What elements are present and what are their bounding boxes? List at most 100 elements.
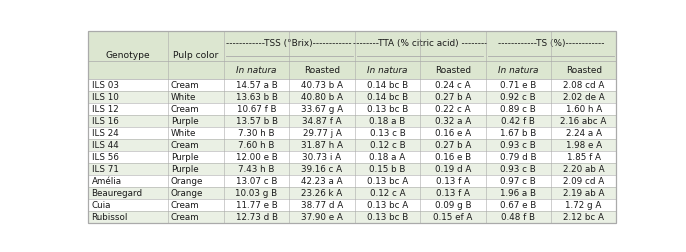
Text: In natura: In natura bbox=[498, 66, 539, 75]
Text: 0.27 b A: 0.27 b A bbox=[435, 141, 471, 150]
Text: 0.18 a B: 0.18 a B bbox=[369, 117, 405, 126]
Text: 12.00 e B: 12.00 e B bbox=[236, 153, 277, 162]
Text: ------------TSS (°Brix)------------: ------------TSS (°Brix)------------ bbox=[226, 39, 352, 48]
Text: 0.24 c A: 0.24 c A bbox=[435, 81, 471, 90]
Text: 0.13 bc B: 0.13 bc B bbox=[367, 105, 408, 114]
Text: 0.13 bc B: 0.13 bc B bbox=[367, 213, 408, 222]
Bar bbox=[88, 103, 616, 115]
Bar bbox=[88, 163, 616, 175]
Text: 0.42 f B: 0.42 f B bbox=[501, 117, 535, 126]
Text: 42.23 a A: 42.23 a A bbox=[301, 177, 343, 186]
Text: ILS 10: ILS 10 bbox=[92, 93, 119, 102]
Text: Purple: Purple bbox=[171, 117, 198, 126]
Text: 0.13 bc A: 0.13 bc A bbox=[367, 177, 408, 186]
Text: ------------TS (%)------------: ------------TS (%)------------ bbox=[497, 39, 604, 48]
Text: Cream: Cream bbox=[171, 213, 200, 222]
Text: 0.13 f A: 0.13 f A bbox=[436, 189, 470, 198]
Text: 2.09 cd A: 2.09 cd A bbox=[563, 177, 604, 186]
Text: 10.03 g B: 10.03 g B bbox=[235, 189, 278, 198]
Text: Cream: Cream bbox=[171, 201, 200, 210]
Text: Cream: Cream bbox=[171, 141, 200, 150]
Text: 7.30 h B: 7.30 h B bbox=[238, 129, 275, 138]
Text: 33.67 g A: 33.67 g A bbox=[301, 105, 343, 114]
Text: 2.19 ab A: 2.19 ab A bbox=[563, 189, 604, 198]
Text: ILS 56: ILS 56 bbox=[92, 153, 119, 162]
Text: 12.73 d B: 12.73 d B bbox=[235, 213, 278, 222]
Text: 37.90 e A: 37.90 e A bbox=[301, 213, 343, 222]
Text: 34.87 f A: 34.87 f A bbox=[302, 117, 342, 126]
Text: 0.16 e A: 0.16 e A bbox=[435, 129, 471, 138]
Text: 0.15 ef A: 0.15 ef A bbox=[433, 213, 473, 222]
Text: 0.93 c B: 0.93 c B bbox=[500, 165, 536, 174]
Bar bbox=[88, 115, 616, 127]
Text: ILS 03: ILS 03 bbox=[92, 81, 119, 90]
Text: --------TTA (% citric acid) --------: --------TTA (% citric acid) -------- bbox=[353, 39, 487, 48]
Text: Pulp color: Pulp color bbox=[173, 51, 218, 60]
Text: 13.07 c B: 13.07 c B bbox=[236, 177, 277, 186]
Text: 0.13 c B: 0.13 c B bbox=[370, 129, 405, 138]
Bar bbox=[88, 175, 616, 187]
Text: 0.13 f A: 0.13 f A bbox=[436, 177, 470, 186]
Bar bbox=[88, 151, 616, 163]
Text: 0.18 a A: 0.18 a A bbox=[369, 153, 405, 162]
Text: Purple: Purple bbox=[171, 165, 198, 174]
Text: 0.14 bc B: 0.14 bc B bbox=[367, 93, 408, 102]
Text: ILS 12: ILS 12 bbox=[92, 105, 119, 114]
Text: 40.73 b A: 40.73 b A bbox=[301, 81, 343, 90]
Text: In natura: In natura bbox=[367, 66, 407, 75]
Text: 2.16 abc A: 2.16 abc A bbox=[560, 117, 607, 126]
Text: Cuia: Cuia bbox=[92, 201, 111, 210]
Text: ILS 16: ILS 16 bbox=[92, 117, 119, 126]
Text: 0.79 d B: 0.79 d B bbox=[500, 153, 536, 162]
Text: 1.67 b B: 1.67 b B bbox=[500, 129, 536, 138]
Text: 0.12 c B: 0.12 c B bbox=[370, 141, 405, 150]
Text: ILS 44: ILS 44 bbox=[92, 141, 119, 150]
Text: White: White bbox=[171, 93, 196, 102]
Text: Cream: Cream bbox=[171, 105, 200, 114]
Text: 0.89 c B: 0.89 c B bbox=[500, 105, 536, 114]
Text: 0.27 b A: 0.27 b A bbox=[435, 93, 471, 102]
Bar bbox=[88, 31, 616, 61]
Text: 40.80 b A: 40.80 b A bbox=[301, 93, 343, 102]
Text: 0.14 bc B: 0.14 bc B bbox=[367, 81, 408, 90]
Text: Genotype: Genotype bbox=[106, 51, 150, 60]
Text: 1.98 e A: 1.98 e A bbox=[565, 141, 602, 150]
Text: 0.16 e B: 0.16 e B bbox=[435, 153, 471, 162]
Text: ILS 71: ILS 71 bbox=[92, 165, 119, 174]
Text: 0.32 a A: 0.32 a A bbox=[435, 117, 471, 126]
Text: 0.92 c B: 0.92 c B bbox=[500, 93, 536, 102]
Text: 0.09 g B: 0.09 g B bbox=[434, 201, 471, 210]
Bar bbox=[88, 127, 616, 139]
Text: ILS 24: ILS 24 bbox=[92, 129, 119, 138]
Text: Purple: Purple bbox=[171, 153, 198, 162]
Text: In natura: In natura bbox=[236, 66, 276, 75]
Text: 29.77 j A: 29.77 j A bbox=[303, 129, 342, 138]
Text: 1.85 f A: 1.85 f A bbox=[567, 153, 601, 162]
Text: Amélia: Amélia bbox=[92, 177, 121, 186]
Text: 38.77 d A: 38.77 d A bbox=[301, 201, 343, 210]
Text: 10.67 f B: 10.67 f B bbox=[237, 105, 276, 114]
Bar bbox=[88, 79, 616, 91]
Bar bbox=[88, 91, 616, 103]
Text: 0.71 e B: 0.71 e B bbox=[500, 81, 536, 90]
Text: 0.93 c B: 0.93 c B bbox=[500, 141, 536, 150]
Text: 39.16 c A: 39.16 c A bbox=[301, 165, 342, 174]
Text: Cream: Cream bbox=[171, 81, 200, 90]
Text: 2.02 de A: 2.02 de A bbox=[563, 93, 604, 102]
Bar bbox=[88, 139, 616, 151]
Text: White: White bbox=[171, 129, 196, 138]
Text: 1.60 h A: 1.60 h A bbox=[565, 105, 602, 114]
Text: Roasted: Roasted bbox=[304, 66, 340, 75]
Text: 11.77 e B: 11.77 e B bbox=[236, 201, 277, 210]
Bar bbox=[88, 61, 616, 79]
Text: 13.63 b B: 13.63 b B bbox=[235, 93, 277, 102]
Bar bbox=[88, 199, 616, 211]
Text: Orange: Orange bbox=[171, 189, 203, 198]
Text: 2.12 bc A: 2.12 bc A bbox=[563, 213, 604, 222]
Text: Rubissol: Rubissol bbox=[92, 213, 128, 222]
Text: 7.43 h B: 7.43 h B bbox=[238, 165, 274, 174]
Text: Orange: Orange bbox=[171, 177, 203, 186]
Text: 13.57 b B: 13.57 b B bbox=[235, 117, 278, 126]
Text: 2.24 a A: 2.24 a A bbox=[566, 129, 602, 138]
Text: 0.48 f B: 0.48 f B bbox=[501, 213, 535, 222]
